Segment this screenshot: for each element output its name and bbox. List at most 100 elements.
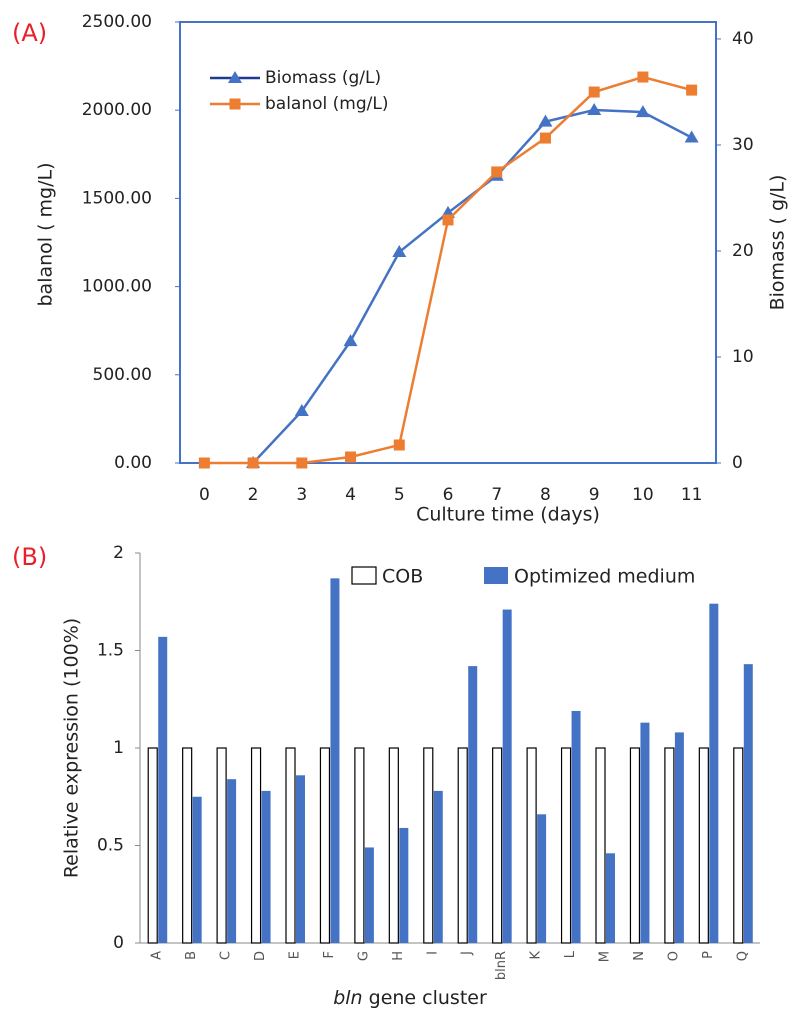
x-tick-label: B xyxy=(184,951,199,960)
x-tick-label: 10 xyxy=(632,485,654,505)
bar xyxy=(354,747,365,944)
bar xyxy=(733,747,744,944)
marker xyxy=(588,86,600,98)
marker xyxy=(247,457,259,469)
bar xyxy=(192,796,202,943)
x-tick-label: L xyxy=(563,950,578,958)
y-axis-title: balanol ( mg/L) xyxy=(35,162,57,306)
marker xyxy=(198,457,210,469)
y-tick-label: 0.5 xyxy=(97,836,124,856)
marker xyxy=(587,102,602,115)
marker xyxy=(228,71,242,83)
marker xyxy=(684,130,699,143)
x-tick-label: F xyxy=(322,951,337,958)
series-line xyxy=(204,75,692,465)
bar xyxy=(423,747,434,944)
x-tick-label: P xyxy=(701,951,716,959)
x-tick-label: 8 xyxy=(540,485,551,505)
bar xyxy=(502,609,512,943)
y-axis-title: Relative expression (100%) xyxy=(61,618,83,878)
bar xyxy=(606,853,615,943)
x-tick-label: N xyxy=(632,951,647,961)
x-tick-label: 0 xyxy=(199,485,210,505)
x-tick-label: M xyxy=(598,951,613,962)
x-tick-label: Q xyxy=(735,951,750,961)
x-tick-label: O xyxy=(666,951,681,961)
bar xyxy=(261,790,271,943)
bar xyxy=(147,747,158,944)
bar xyxy=(526,747,537,944)
bar xyxy=(571,710,581,943)
y-tick-label: 500.00 xyxy=(93,365,152,385)
y-tick-label: 2500.00 xyxy=(82,12,152,32)
bar xyxy=(595,747,606,944)
y2-tick-label: 10 xyxy=(732,347,754,367)
x-tick-label: 6 xyxy=(443,485,454,505)
marker xyxy=(539,132,551,144)
bar xyxy=(285,747,296,944)
marker xyxy=(294,404,309,417)
bar xyxy=(182,747,193,944)
marker xyxy=(345,451,357,463)
y-tick-label: 2000.00 xyxy=(82,100,152,120)
marker xyxy=(296,457,308,469)
marker xyxy=(442,214,454,226)
legend-swatch xyxy=(351,566,377,585)
x-axis-title: Culture time (days) xyxy=(416,504,600,526)
y-tick-label: 0.00 xyxy=(114,453,152,473)
y2-axis-title: Biomass ( g/L) xyxy=(767,175,789,311)
y2-tick-label: 40 xyxy=(732,29,754,49)
panel-label: (A) xyxy=(12,19,47,47)
bar xyxy=(629,747,641,944)
bar xyxy=(698,747,709,944)
bar xyxy=(330,578,340,943)
x-tick-label: 3 xyxy=(296,485,307,505)
series-line xyxy=(252,108,693,464)
bar xyxy=(158,636,168,943)
bar xyxy=(664,747,675,944)
bar xyxy=(492,747,503,944)
x-axis-title: bln gene cluster xyxy=(333,987,487,1009)
x-tick-label: 7 xyxy=(491,485,502,505)
bar xyxy=(388,747,399,944)
plot-frame xyxy=(179,21,717,464)
marker xyxy=(637,71,649,83)
bar xyxy=(216,747,227,944)
x-tick-label: I xyxy=(425,951,440,955)
panel-label: (B) xyxy=(12,543,47,571)
bar xyxy=(364,847,374,943)
y-tick-label: 1500.00 xyxy=(82,188,152,208)
y-tick-label: 0 xyxy=(113,933,124,953)
bar xyxy=(537,814,547,943)
marker xyxy=(392,245,407,258)
bar xyxy=(457,747,468,944)
x-tick-label: C xyxy=(219,951,234,960)
y-tick-label: 1 xyxy=(113,738,124,758)
x-tick-label: H xyxy=(391,951,406,961)
bar xyxy=(296,775,305,943)
x-tick-label: K xyxy=(529,951,544,960)
marker xyxy=(393,439,405,451)
x-tick-label: E xyxy=(288,951,303,959)
y2-tick-label: 0 xyxy=(732,453,743,473)
x-tick-label: 9 xyxy=(589,485,600,505)
y2-tick-label: 30 xyxy=(732,135,754,155)
marker xyxy=(538,114,553,127)
marker xyxy=(635,105,650,118)
bar xyxy=(709,603,719,943)
legend-label: Optimized medium xyxy=(514,566,695,588)
legend-swatch xyxy=(484,567,508,584)
x-tick-label: G xyxy=(356,951,371,961)
bar xyxy=(468,666,478,943)
bar xyxy=(227,779,237,943)
y-tick-label: 2 xyxy=(113,543,124,563)
bar xyxy=(319,747,331,944)
legend-label: COB xyxy=(382,566,423,588)
x-tick-label: 11 xyxy=(681,485,703,505)
bar xyxy=(640,722,650,943)
bar xyxy=(560,747,572,944)
x-tick-label: 4 xyxy=(345,485,356,505)
y-tick-label: 1.5 xyxy=(97,641,124,661)
legend-label: Biomass (g/L) xyxy=(265,68,381,88)
legend-label: balanol (mg/L) xyxy=(265,94,388,114)
